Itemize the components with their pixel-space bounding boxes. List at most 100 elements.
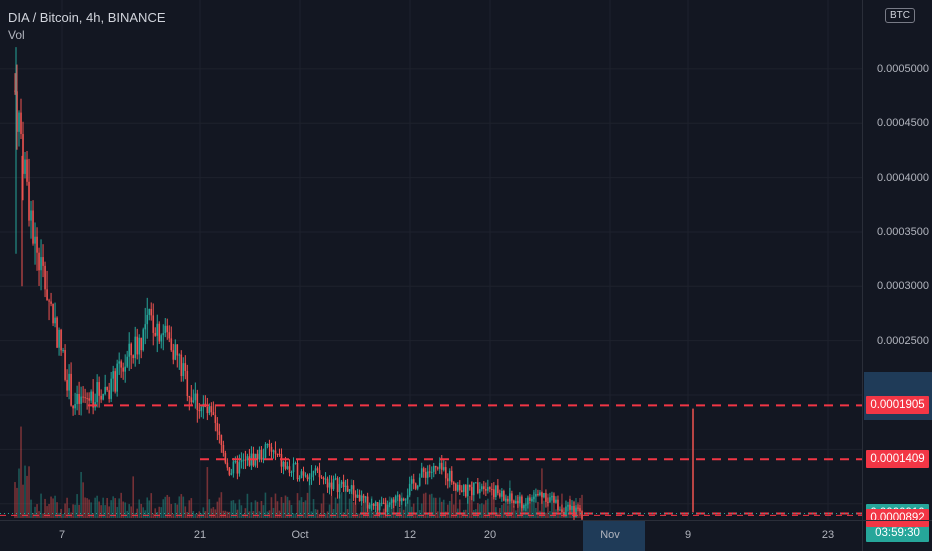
- candle-body: [460, 490, 463, 492]
- volume-bar: [487, 498, 489, 518]
- volume-bar: [152, 513, 155, 518]
- volume-bar: [90, 502, 92, 518]
- candle-body: [304, 475, 307, 477]
- price-tick-label: 0.0005000: [877, 62, 929, 75]
- candle-body: [142, 329, 145, 351]
- volume-bar: [26, 475, 28, 518]
- candle-body: [98, 382, 100, 396]
- volume-bar: [503, 503, 505, 518]
- candle-body: [236, 461, 239, 474]
- volume-bar: [182, 496, 185, 518]
- volume-bar: [178, 496, 181, 518]
- volume-bar: [246, 493, 249, 518]
- candle-body: [284, 461, 287, 469]
- volume-bar: [458, 499, 461, 518]
- volume-bar: [396, 501, 399, 518]
- candle-body: [557, 499, 559, 510]
- candle-body: [256, 453, 259, 460]
- volume-bar: [513, 506, 515, 518]
- volume-bar: [270, 497, 273, 518]
- volume-bar: [22, 484, 24, 518]
- volume-bar: [118, 498, 120, 518]
- candle-body: [138, 337, 141, 355]
- price-chart[interactable]: [0, 0, 862, 520]
- price-axis[interactable]: BTC 0.0005000 0.0004500 0.0004000 0.0003500…: [862, 0, 932, 543]
- candle-body: [306, 475, 309, 480]
- volume-bar: [535, 507, 537, 518]
- volume-bar: [519, 505, 521, 518]
- volume-bar: [567, 506, 569, 518]
- candle-body: [469, 484, 471, 488]
- candle-body: [332, 479, 335, 490]
- candle-body: [388, 502, 391, 505]
- volume-bar: [330, 495, 333, 518]
- volume-bar: [569, 495, 571, 518]
- candle-body: [14, 90, 16, 92]
- volume-bar: [579, 497, 581, 518]
- candle-body: [54, 317, 56, 324]
- volume-bar: [136, 508, 139, 518]
- volume-bar: [507, 505, 509, 518]
- candle-body: [292, 463, 295, 473]
- candle-body: [248, 456, 251, 466]
- volume-bar: [140, 503, 143, 518]
- symbol-title[interactable]: DIA / Bitcoin, 4h, BINANCE: [8, 10, 166, 25]
- candle-body: [406, 495, 409, 500]
- volume-bar: [426, 513, 429, 518]
- candle-body: [222, 445, 225, 454]
- candle-body: [56, 317, 58, 348]
- volume-bar: [108, 506, 110, 518]
- volume-bar: [432, 497, 435, 518]
- candle-body: [380, 502, 383, 504]
- currency-badge[interactable]: BTC: [885, 8, 915, 23]
- volume-bar: [310, 511, 313, 518]
- candle-body: [577, 507, 579, 509]
- volume-bar: [561, 493, 563, 518]
- candle-body: [565, 506, 567, 516]
- volume-bar: [168, 496, 171, 518]
- volume-bar: [314, 509, 317, 518]
- candle-body: [491, 488, 493, 490]
- candle-body: [178, 354, 181, 356]
- candle-body: [50, 301, 52, 304]
- volume-bar: [112, 496, 114, 518]
- volume-bar: [549, 511, 551, 518]
- candle-body: [174, 344, 177, 360]
- candle-body: [400, 498, 403, 502]
- volume-bar: [38, 511, 40, 518]
- candle-body: [260, 449, 263, 460]
- candle-body: [132, 355, 135, 359]
- volume-bar: [294, 513, 297, 518]
- volume-bar: [262, 505, 265, 518]
- volume-bar: [446, 504, 449, 518]
- candle-body: [90, 391, 92, 401]
- bar-countdown-label: 03:59:30: [866, 524, 929, 543]
- candle-body: [288, 466, 291, 473]
- volume-bar: [479, 504, 481, 518]
- candle-body: [84, 397, 86, 399]
- volume-bar: [348, 498, 351, 518]
- volume-bar: [444, 511, 447, 518]
- time-axis[interactable]: 7 21 Oct 12 20 Nov 9 23: [0, 520, 862, 551]
- candle-body: [402, 498, 405, 501]
- candle-body: [220, 434, 223, 446]
- volume-bar: [454, 483, 457, 518]
- candle-body: [126, 356, 128, 367]
- candle-body: [549, 497, 551, 503]
- volume-bar: [402, 509, 405, 518]
- volume-bar: [384, 500, 387, 518]
- volume-bar: [434, 497, 437, 518]
- volume-bar: [386, 511, 389, 518]
- volume-bar: [525, 502, 527, 518]
- volume-bar: [509, 480, 511, 518]
- candle-body: [212, 412, 215, 416]
- volume-bar: [124, 502, 126, 518]
- volume-bar: [517, 496, 519, 518]
- candle-body: [531, 499, 533, 501]
- volume-bar: [430, 493, 433, 518]
- volume-bar: [378, 511, 381, 518]
- candle-body: [140, 337, 143, 351]
- candle-body: [24, 159, 26, 174]
- volume-legend[interactable]: Vol: [8, 28, 25, 42]
- candle-body: [485, 488, 487, 491]
